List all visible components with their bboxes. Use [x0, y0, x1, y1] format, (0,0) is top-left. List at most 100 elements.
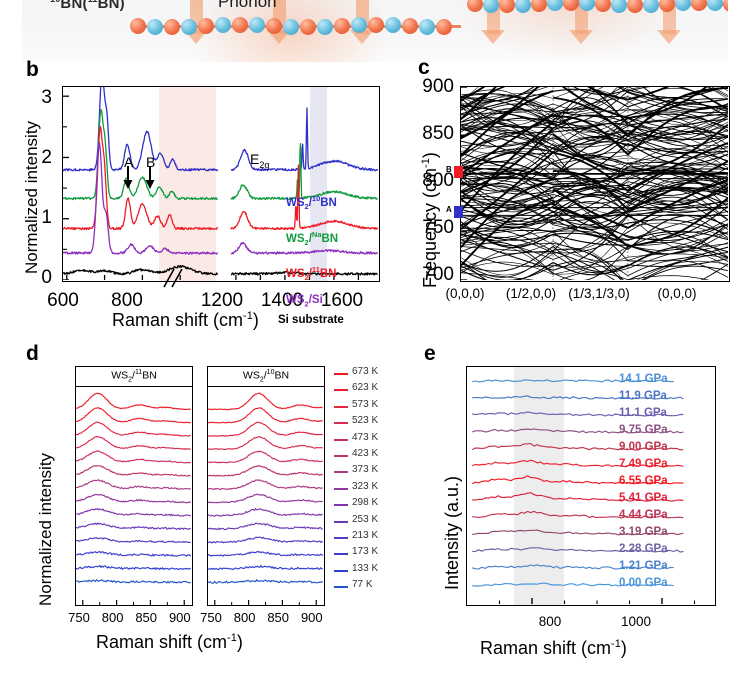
- series-label-ws2-11bn: WS2/11BN: [286, 265, 337, 283]
- bn-atom: [483, 0, 499, 14]
- bn-atom: [467, 0, 483, 12]
- bn-atom: [368, 16, 384, 33]
- legend-color-swatch: [334, 520, 348, 523]
- panel-b-plot-frame: [62, 86, 380, 282]
- bn-atom: [181, 19, 197, 35]
- bn-bond: [189, 25, 206, 28]
- panel-e-xlabel: Raman shift (cm-1): [480, 638, 627, 658]
- panel-d-xtick: 800: [101, 610, 124, 625]
- legend-color-swatch: [334, 553, 348, 556]
- panel-c-ytick-900: 900: [422, 76, 454, 97]
- panel-d-curves-11bn: [76, 392, 191, 605]
- panel-d-subplot-10bn: WS2/10BN: [207, 366, 325, 606]
- panel-d-xtick: 800: [233, 610, 256, 625]
- bn-bond: [206, 25, 223, 28]
- panel-d-xtick: 750: [68, 610, 90, 625]
- bn-atom: [499, 0, 515, 14]
- bn-bond: [223, 25, 240, 28]
- bn-atom: [547, 0, 563, 11]
- bn-atom: [351, 16, 367, 33]
- panel-b-xlabel: Raman shift (cm-1): [112, 310, 259, 330]
- bn-atom: [198, 17, 214, 34]
- bn-bond: [274, 25, 291, 28]
- panel-e-curves: [471, 379, 696, 604]
- panel-e-pressure-label: 4.44 GPa: [619, 509, 668, 521]
- bn-atom: [334, 17, 350, 34]
- legend-color-swatch: [334, 537, 348, 539]
- legend-label: 423 K: [352, 448, 379, 459]
- panel-e-pressure-label: 11.1 GPa: [619, 407, 667, 419]
- bn-atom: [531, 0, 547, 12]
- marker-B: B: [446, 165, 463, 178]
- bn-atom: [595, 0, 611, 13]
- panel-e-pressure-label: 0.00 GPa: [619, 577, 668, 589]
- panel-d-curves-10bn: [208, 392, 323, 605]
- bn-atom: [579, 0, 595, 12]
- panel-b-shade-e2g: [310, 87, 328, 281]
- legend-color-swatch: [334, 438, 348, 441]
- panel-e-pressure-label: 1.21 GPa: [619, 560, 668, 572]
- isotope-label: 10BN(11BN): [50, 0, 125, 12]
- peak-label-A: A: [124, 154, 134, 170]
- panel-e-pressure-label: 6.55 GPa: [619, 475, 668, 487]
- bn-bond: [444, 25, 461, 28]
- legend-label: 77 K: [352, 579, 373, 591]
- peak-label-e2g: E2g: [250, 151, 270, 170]
- bn-bond: [257, 25, 274, 28]
- bn-bond: [240, 25, 257, 28]
- bn-atom: [317, 18, 333, 35]
- bn-bond: [359, 25, 376, 28]
- panel-d-title-11bn: WS2/11BN: [76, 369, 192, 387]
- panel-e-pressure-label: 5.41 GPa: [619, 492, 668, 504]
- legend-color-swatch: [334, 422, 348, 425]
- panel-b-xtick-1400: 1400: [260, 290, 304, 311]
- bn-atom: [232, 16, 248, 33]
- bn-atom: [563, 0, 579, 11]
- panel-b-xtick-600: 600: [47, 290, 79, 311]
- legend-label: 573 K: [352, 398, 379, 410]
- bn-bond: [410, 25, 427, 28]
- bn-atom: [402, 18, 418, 35]
- legend-color-swatch: [334, 471, 348, 474]
- panel-b-ylabel: Normalized intensity: [22, 120, 41, 274]
- panel-b-xtick-1200: 1200: [200, 290, 244, 311]
- legend-color-swatch: [334, 586, 348, 589]
- bn-atom: [300, 19, 316, 36]
- panel-d-letter: d: [26, 342, 39, 365]
- legend-label: 253 K: [352, 513, 379, 525]
- panel-e-pressure-label: 11.9 GPa: [619, 390, 667, 402]
- panel-b-xtick-1600: 1600: [320, 290, 364, 311]
- bn-atom: [249, 17, 265, 34]
- panel-e-plot-frame: 14.1 GPa 11.9 GPa 11.1 GPa 9.75 GPa 9.00 GPa…: [466, 366, 716, 606]
- legend-label: 133 K: [352, 562, 379, 574]
- panel-b-ytick-2: 2: [41, 147, 52, 168]
- series-label-si-substrate: Si substrate: [278, 314, 344, 326]
- bn-atom: [659, 0, 675, 12]
- legend-color-swatch: [334, 389, 348, 392]
- panel-c-ytick-750: 750: [422, 217, 454, 238]
- panel-d-xtick: 900: [300, 610, 323, 625]
- panel-c-xtick-m: (1/2,0,0): [505, 286, 557, 301]
- panel-b-xtick-800: 800: [111, 290, 143, 311]
- panel-b-ytick-0: 0: [41, 267, 52, 288]
- panel-e-pressure-label: 9.00 GPa: [619, 441, 668, 453]
- bn-atom: [436, 19, 452, 36]
- panel-b-raman-survey: b Normalized intensity A B E2g 0 1 2 3 6…: [0, 58, 400, 334]
- bn-atom: [611, 0, 627, 14]
- bn-atom: [147, 19, 163, 36]
- panel-c-xtick-k: (1/3,1/3,0): [568, 286, 630, 301]
- bn-bond: [325, 25, 342, 28]
- panel-e-xtick-1000: 1000: [620, 614, 652, 629]
- panel-b-shade-AB: [159, 87, 217, 281]
- legend-label: 298 K: [352, 497, 379, 509]
- bn-atom: [627, 0, 643, 14]
- panel-d-xtick: 750: [200, 610, 222, 625]
- panel-c-xtick-gamma1: (0,0,0): [445, 286, 485, 301]
- bn-atom: [215, 16, 231, 33]
- panel-d-temperature-raman: d Normalized intensity WS2/11BN WS2/10BN…: [0, 338, 420, 700]
- panel-d-xlabel: Raman shift (cm-1): [96, 632, 243, 652]
- legend-label: 523 K: [352, 415, 379, 427]
- bn-atom: [266, 18, 282, 35]
- panel-c-ytick-700: 700: [422, 264, 454, 285]
